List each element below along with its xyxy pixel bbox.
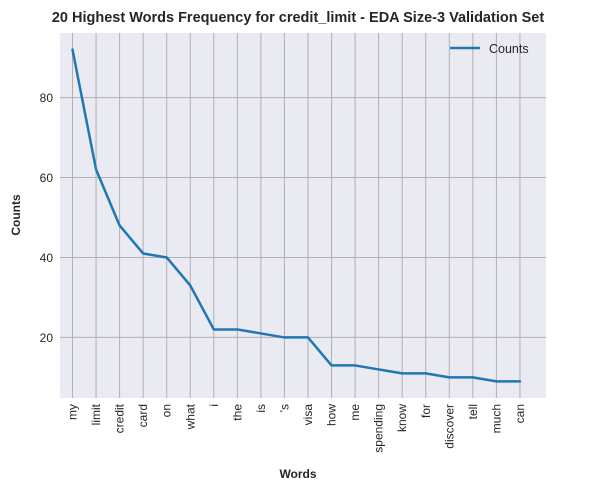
x-tick-label: card xyxy=(136,404,150,427)
x-tick-label: visa xyxy=(301,404,315,426)
y-tick-label: 20 xyxy=(40,331,54,345)
x-tick-label: for xyxy=(419,404,433,418)
x-tick-label: much xyxy=(489,404,503,433)
x-tick-label: what xyxy=(183,403,197,430)
x-tick-label: credit xyxy=(113,403,127,433)
x-tick-label: discover xyxy=(442,404,456,449)
x-tick-label: spending xyxy=(372,404,386,453)
y-tick-labels: 20 40 60 80 xyxy=(40,91,54,345)
x-tick-label: on xyxy=(160,404,174,417)
x-tick-label: how xyxy=(325,404,339,426)
x-tick-label: me xyxy=(348,404,362,421)
x-tick-label: 's xyxy=(277,404,291,412)
x-tick-label: i xyxy=(207,404,221,407)
x-tick-label: the xyxy=(230,404,244,421)
x-tick-label: can xyxy=(513,404,527,423)
series-line-counts xyxy=(71,48,522,383)
series-lines xyxy=(71,48,522,383)
x-tick-labels: my limit credit card on what i the is 's visa how me… xyxy=(66,403,527,452)
x-tick-label: know xyxy=(395,404,409,432)
y-tick-label: 80 xyxy=(40,91,54,105)
y-tick-label: 60 xyxy=(40,171,54,185)
y-axis-label: Counts xyxy=(9,194,23,236)
legend: Counts xyxy=(450,42,529,56)
y-tick-label: 40 xyxy=(40,251,54,265)
x-tick-label: tell xyxy=(466,404,480,419)
legend-label: Counts xyxy=(489,42,529,56)
x-tick-label: limit xyxy=(89,403,103,425)
chart-title: 20 Highest Words Frequency for credit_li… xyxy=(52,10,544,26)
x-axis-label: Words xyxy=(279,467,316,481)
x-tick-label: my xyxy=(66,404,80,420)
x-tick-label: is xyxy=(254,404,268,413)
